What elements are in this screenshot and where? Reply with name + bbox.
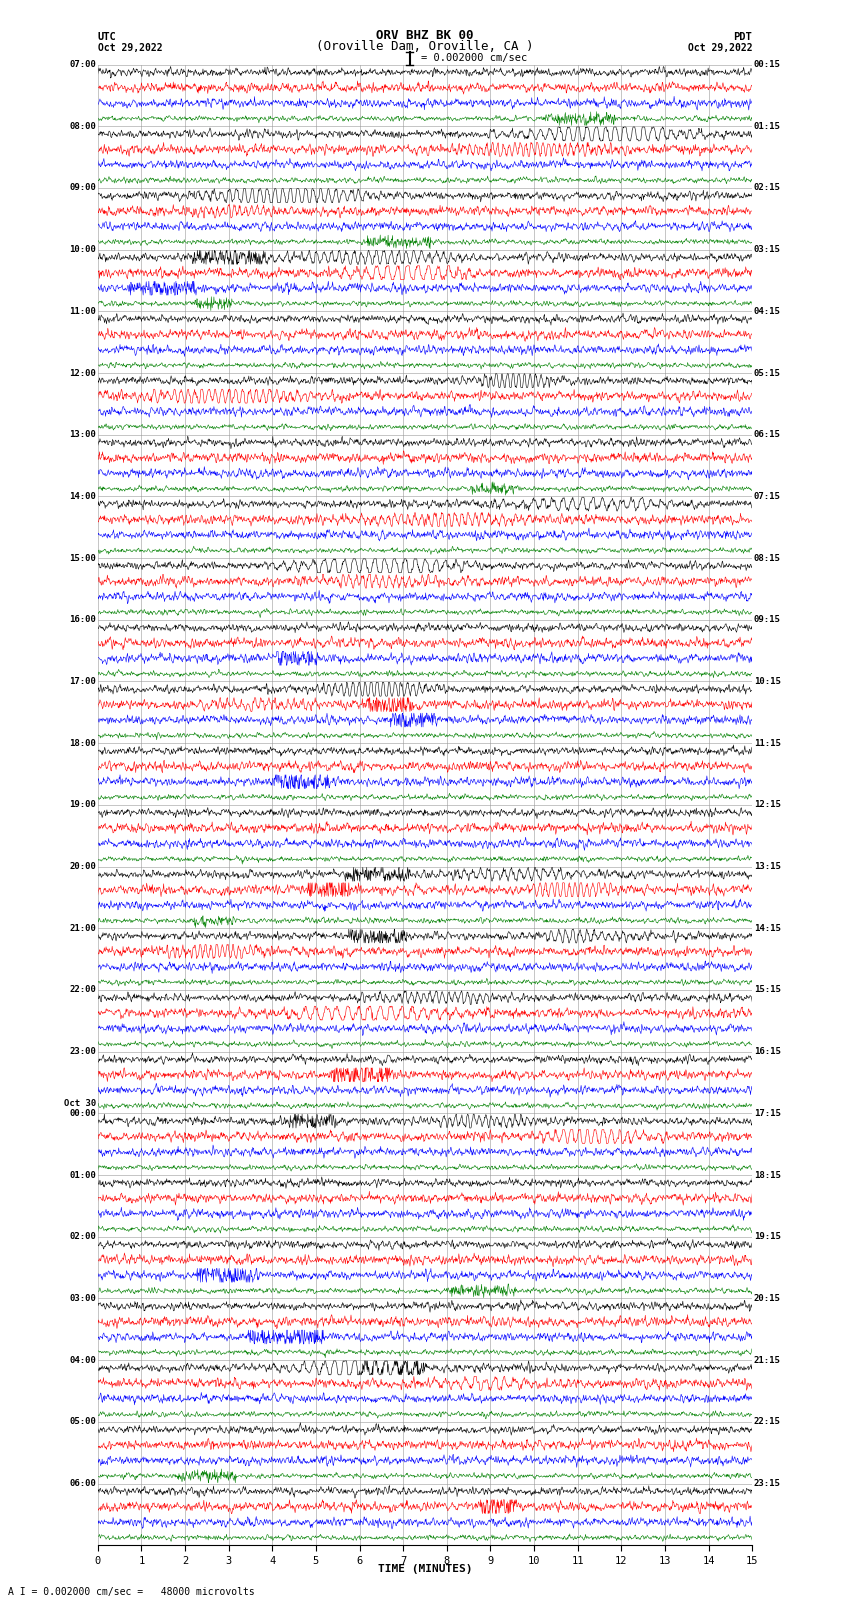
Text: 21:00: 21:00 [69,924,96,932]
Text: 15:00: 15:00 [69,553,96,563]
Text: 16:00: 16:00 [69,615,96,624]
Text: 17:00: 17:00 [69,677,96,686]
Text: 06:00: 06:00 [69,1479,96,1489]
Text: 16:15: 16:15 [754,1047,781,1057]
Text: 13:15: 13:15 [754,861,781,871]
Text: Oct 29,2022: Oct 29,2022 [98,44,162,53]
Text: 22:15: 22:15 [754,1418,781,1426]
Text: 23:15: 23:15 [754,1479,781,1489]
Text: 13:00: 13:00 [69,431,96,439]
Text: 19:00: 19:00 [69,800,96,810]
Text: 18:00: 18:00 [69,739,96,748]
Text: Oct 30: Oct 30 [64,1098,96,1108]
Text: A I = 0.002000 cm/sec =   48000 microvolts: A I = 0.002000 cm/sec = 48000 microvolts [8,1587,255,1597]
Text: 10:00: 10:00 [69,245,96,255]
Text: 14:00: 14:00 [69,492,96,502]
Text: 11:00: 11:00 [69,306,96,316]
Text: 09:00: 09:00 [69,184,96,192]
Text: ORV BHZ BK 00: ORV BHZ BK 00 [377,29,473,42]
Text: TIME (MINUTES): TIME (MINUTES) [377,1565,473,1574]
Text: 03:15: 03:15 [754,245,781,255]
Text: 12:00: 12:00 [69,368,96,377]
Text: 12:15: 12:15 [754,800,781,810]
Text: PDT: PDT [734,32,752,42]
Text: = 0.002000 cm/sec: = 0.002000 cm/sec [421,53,527,63]
Text: 07:00: 07:00 [69,60,96,69]
Text: 04:00: 04:00 [69,1355,96,1365]
Text: 06:15: 06:15 [754,431,781,439]
Text: 05:00: 05:00 [69,1418,96,1426]
Text: 08:15: 08:15 [754,553,781,563]
Text: 14:15: 14:15 [754,924,781,932]
Text: 00:15: 00:15 [754,60,781,69]
Text: 23:00: 23:00 [69,1047,96,1057]
Text: 21:15: 21:15 [754,1355,781,1365]
Text: 17:15: 17:15 [754,1108,781,1118]
Text: 15:15: 15:15 [754,986,781,995]
Text: Oct 29,2022: Oct 29,2022 [688,44,752,53]
Text: 10:15: 10:15 [754,677,781,686]
Text: 18:15: 18:15 [754,1171,781,1179]
Text: 00:00: 00:00 [69,1108,96,1118]
Text: UTC: UTC [98,32,116,42]
Text: 19:15: 19:15 [754,1232,781,1242]
Text: 03:00: 03:00 [69,1294,96,1303]
Text: 07:15: 07:15 [754,492,781,502]
Text: 20:00: 20:00 [69,861,96,871]
Text: 08:00: 08:00 [69,121,96,131]
Text: 05:15: 05:15 [754,368,781,377]
Text: 01:00: 01:00 [69,1171,96,1179]
Text: (Oroville Dam, Oroville, CA ): (Oroville Dam, Oroville, CA ) [316,40,534,53]
Text: 04:15: 04:15 [754,306,781,316]
Text: 02:15: 02:15 [754,184,781,192]
Text: 22:00: 22:00 [69,986,96,995]
Text: 20:15: 20:15 [754,1294,781,1303]
Text: 02:00: 02:00 [69,1232,96,1242]
Text: 09:15: 09:15 [754,615,781,624]
Text: 01:15: 01:15 [754,121,781,131]
Text: 11:15: 11:15 [754,739,781,748]
